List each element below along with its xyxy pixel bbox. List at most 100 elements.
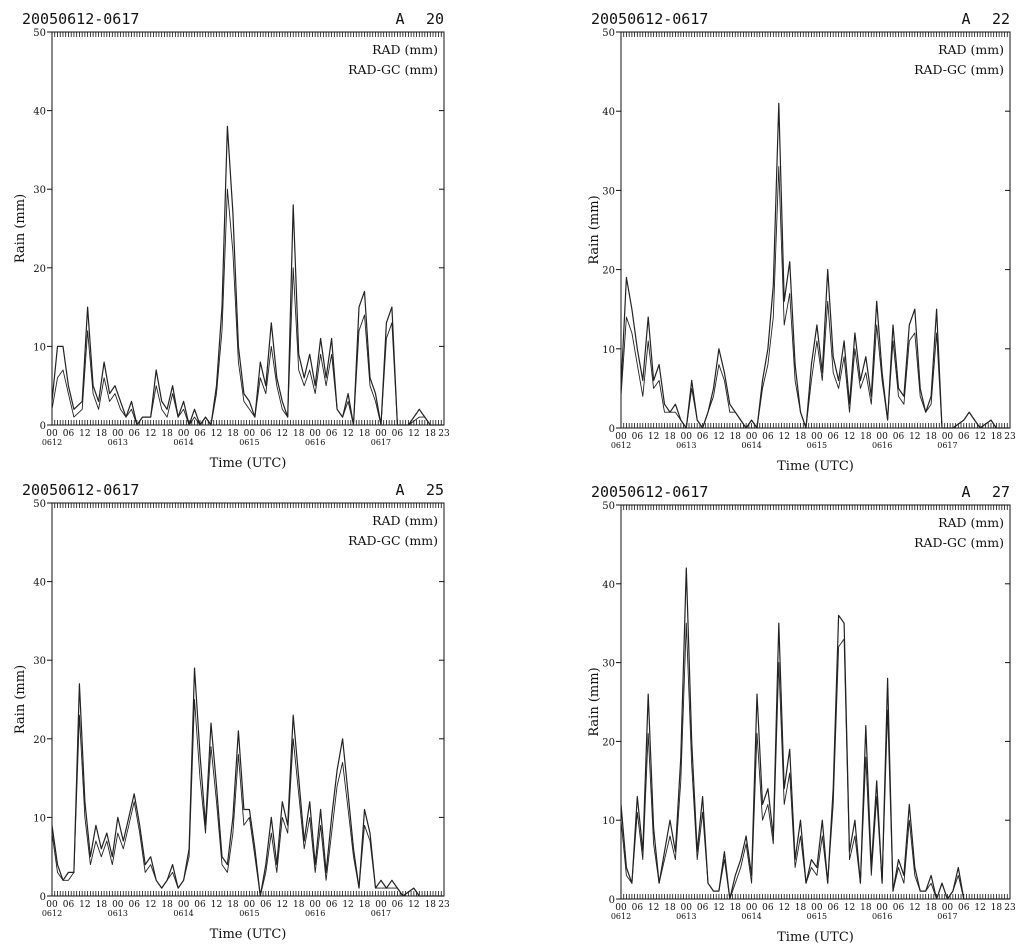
y-tick-label: 20 bbox=[33, 735, 46, 746]
legend-rad: RAD (mm) bbox=[938, 515, 1004, 530]
x-tick-label: 18 bbox=[925, 903, 937, 913]
x-tick-label: 00 bbox=[375, 429, 387, 439]
hour-ticks bbox=[620, 32, 1011, 428]
x-tick-label: 00 bbox=[112, 429, 124, 439]
plot-frame bbox=[620, 31, 1011, 429]
x-tick-label: 18 bbox=[730, 432, 742, 442]
y-tick-label: 30 bbox=[33, 656, 46, 667]
y-tick-label: 50 bbox=[33, 28, 46, 39]
y-tick-label: 20 bbox=[602, 266, 615, 277]
x-tick-label: 00 bbox=[244, 900, 256, 910]
x-tick-label: 12 bbox=[211, 429, 222, 439]
hour-ticks bbox=[51, 503, 445, 896]
x-tick-label: 12 bbox=[648, 903, 659, 913]
day-label: 0613 bbox=[108, 909, 128, 918]
legend-rad-gc: RAD-GC (mm) bbox=[348, 62, 438, 77]
x-tick-label: 23 bbox=[438, 429, 450, 439]
x-tick-label: 12 bbox=[844, 432, 855, 442]
x-tick-label: 06 bbox=[697, 903, 709, 913]
day-label: 0614 bbox=[741, 441, 761, 450]
x-tick-label: 06 bbox=[632, 903, 644, 913]
day-label: 0615 bbox=[239, 438, 259, 447]
series-rad-line bbox=[51, 667, 444, 897]
day-label: 0616 bbox=[872, 441, 892, 450]
x-tick-label: 18 bbox=[96, 429, 108, 439]
day-label: 0614 bbox=[741, 912, 761, 921]
y-tick-label: 30 bbox=[602, 659, 615, 670]
x-tick-label: 06 bbox=[129, 900, 141, 910]
x-tick-label: 18 bbox=[293, 429, 305, 439]
x-tick-label: 12 bbox=[909, 432, 920, 442]
x-tick-label: 12 bbox=[79, 900, 90, 910]
x-tick-label: 18 bbox=[860, 432, 872, 442]
series-rad-line bbox=[51, 125, 444, 426]
x-tick-label: 00 bbox=[615, 432, 627, 442]
y-tick-label: 40 bbox=[602, 580, 615, 591]
legend-rad-gc: RAD-GC (mm) bbox=[914, 62, 1004, 77]
y-axis-label: Rain (mm) bbox=[587, 195, 602, 264]
x-tick-label: 23 bbox=[1004, 903, 1016, 913]
day-label: 0615 bbox=[807, 912, 827, 921]
x-tick-label: 00 bbox=[309, 900, 321, 910]
x-tick-label: 12 bbox=[408, 429, 419, 439]
x-tick-label: 00 bbox=[876, 432, 888, 442]
x-tick-label: 12 bbox=[909, 903, 920, 913]
x-tick-label: 06 bbox=[194, 900, 206, 910]
day-label: 0613 bbox=[676, 912, 696, 921]
x-tick-label: 23 bbox=[438, 900, 450, 910]
series-rad-line bbox=[620, 567, 1010, 900]
station-label: A bbox=[395, 10, 404, 28]
x-tick-label: 12 bbox=[974, 432, 985, 442]
day-label: 0612 bbox=[42, 909, 62, 918]
x-tick-label: 18 bbox=[161, 900, 173, 910]
x-tick-label: 18 bbox=[227, 900, 239, 910]
x-tick-label: 18 bbox=[425, 900, 437, 910]
x-axis-label: Time (UTC) bbox=[210, 927, 287, 942]
series-rad-gc-line bbox=[51, 188, 444, 426]
x-tick-label: 18 bbox=[991, 903, 1003, 913]
x-tick-label: 12 bbox=[974, 903, 985, 913]
x-tick-label: 06 bbox=[129, 429, 141, 439]
x-tick-label: 06 bbox=[392, 900, 404, 910]
x-tick-label: 06 bbox=[827, 903, 839, 913]
x-tick-label: 18 bbox=[925, 432, 937, 442]
x-tick-label: 12 bbox=[145, 900, 156, 910]
chart-title: 20050612-0617 bbox=[591, 483, 708, 501]
legend-rad: RAD (mm) bbox=[372, 42, 438, 57]
series-rad-line bbox=[620, 102, 1010, 429]
x-tick-label: 12 bbox=[79, 429, 90, 439]
day-label: 0613 bbox=[676, 441, 696, 450]
station-label: A bbox=[961, 10, 970, 28]
series-rad-gc-line bbox=[620, 166, 1010, 429]
y-tick-label: 50 bbox=[33, 499, 46, 510]
x-tick-label: 18 bbox=[293, 900, 305, 910]
chart-title: 20050612-0617 bbox=[22, 481, 139, 499]
x-tick-label: 00 bbox=[178, 429, 190, 439]
x-tick-label: 18 bbox=[359, 900, 371, 910]
hour-ticks bbox=[51, 32, 445, 425]
day-label: 0612 bbox=[42, 438, 62, 447]
x-tick-label: 18 bbox=[664, 903, 676, 913]
x-tick-label: 12 bbox=[844, 903, 855, 913]
x-tick-label: 06 bbox=[63, 900, 75, 910]
station-number: 25 bbox=[426, 481, 444, 499]
plot-frame bbox=[51, 502, 445, 897]
x-tick-label: 18 bbox=[227, 429, 239, 439]
x-tick-label: 18 bbox=[96, 900, 108, 910]
x-tick-label: 06 bbox=[893, 432, 905, 442]
x-tick-label: 00 bbox=[112, 900, 124, 910]
plot-frame bbox=[620, 504, 1011, 900]
y-tick-label: 30 bbox=[602, 186, 615, 197]
day-label: 0617 bbox=[937, 441, 957, 450]
x-tick-label: 23 bbox=[1004, 432, 1016, 442]
y-tick-label: 50 bbox=[602, 501, 615, 512]
hour-ticks bbox=[620, 505, 1011, 899]
x-tick-label: 12 bbox=[145, 429, 156, 439]
x-tick-label: 06 bbox=[762, 432, 774, 442]
y-tick-label: 0 bbox=[40, 421, 46, 432]
x-tick-label: 00 bbox=[681, 432, 693, 442]
x-tick-label: 18 bbox=[860, 903, 872, 913]
x-tick-label: 12 bbox=[648, 432, 659, 442]
